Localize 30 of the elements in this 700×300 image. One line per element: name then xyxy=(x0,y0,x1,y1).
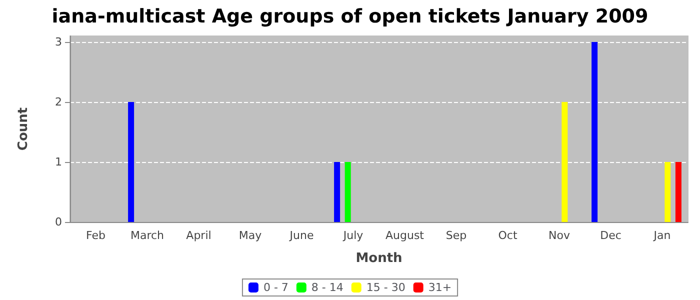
bar xyxy=(562,102,568,222)
x-tick-label: April xyxy=(186,229,212,242)
x-tick-label: Feb xyxy=(86,229,106,242)
bar xyxy=(128,102,134,222)
y-tick-label: 1 xyxy=(55,156,62,168)
legend-label: 8 - 14 xyxy=(311,281,344,294)
bar xyxy=(344,162,351,222)
legend-label: 31+ xyxy=(428,281,452,294)
y-tick-label: 3 xyxy=(55,36,62,48)
x-tick-label: Nov xyxy=(548,229,570,242)
legend-label: 15 - 30 xyxy=(366,281,406,294)
x-tick-label: Oct xyxy=(498,229,518,242)
x-tick-label: May xyxy=(238,229,262,242)
x-tick-label: Dec xyxy=(600,229,622,242)
bar xyxy=(334,162,340,222)
bar xyxy=(592,42,598,222)
x-tick-label: March xyxy=(130,229,164,242)
y-axis-title: Count xyxy=(16,107,31,151)
y-tick-label: 0 xyxy=(55,216,62,228)
x-axis-title: Month xyxy=(356,251,402,266)
x-tick-label: Sep xyxy=(446,229,467,242)
legend-label: 0 - 7 xyxy=(263,281,288,294)
x-tick-label: Jan xyxy=(652,229,671,242)
bar xyxy=(675,162,682,222)
x-tick-label: June xyxy=(288,229,314,242)
x-tick-label: August xyxy=(386,229,425,242)
y-tick-label: 2 xyxy=(55,96,62,108)
x-tick-label: July xyxy=(342,229,364,242)
chart-title: iana-multicast Age groups of open tickets January 2009 xyxy=(52,6,648,28)
bar xyxy=(664,162,671,222)
